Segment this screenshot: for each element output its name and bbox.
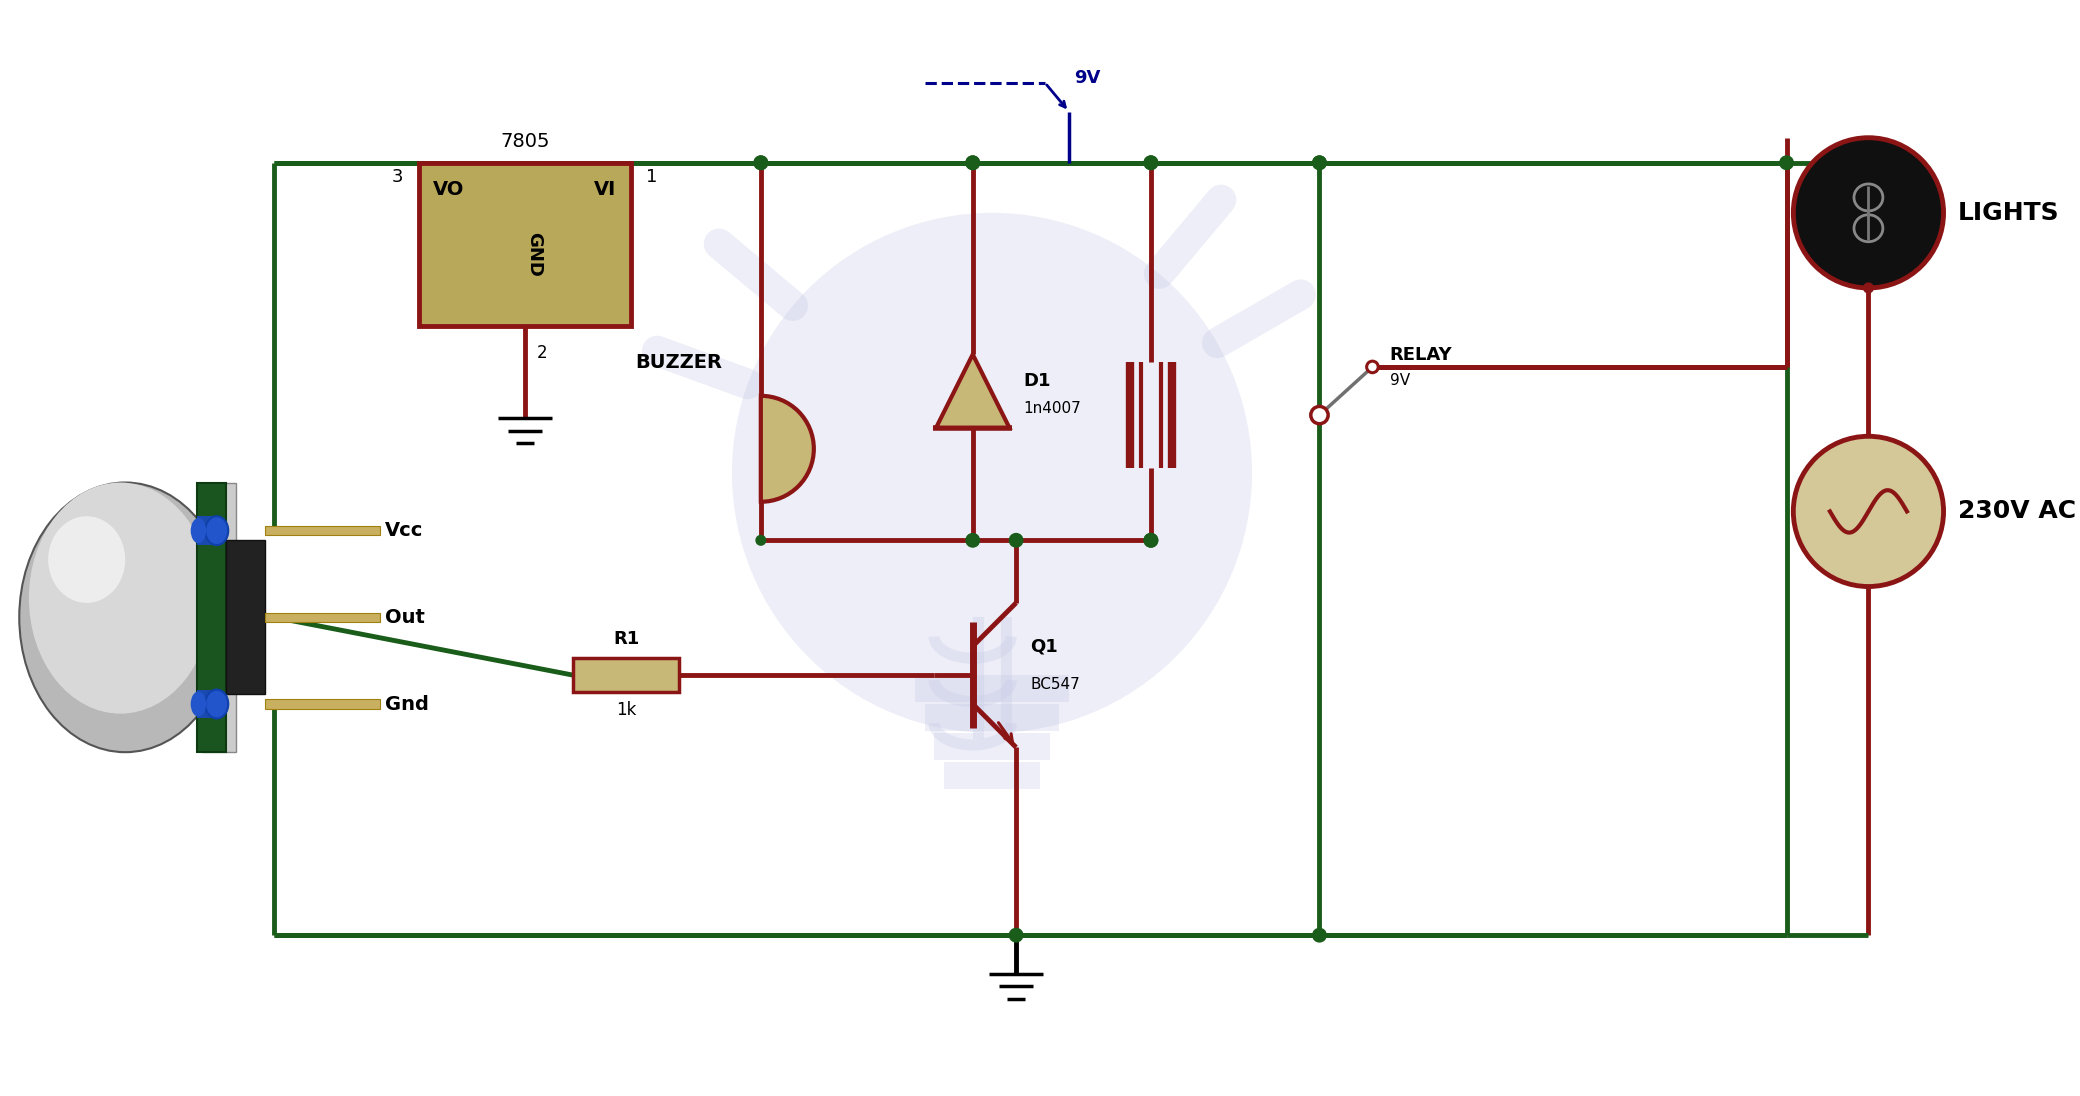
Text: LIGHTS: LIGHTS (1957, 201, 2059, 225)
Text: Gnd: Gnd (385, 695, 428, 713)
Bar (264, 699, 381, 709)
Circle shape (755, 536, 765, 545)
Ellipse shape (206, 689, 229, 719)
Text: 1k: 1k (616, 700, 636, 719)
Text: 1n4007: 1n4007 (1023, 401, 1082, 415)
Text: GND: GND (526, 232, 543, 276)
Text: BC547: BC547 (1030, 677, 1080, 693)
Circle shape (1144, 534, 1159, 547)
Text: Q1: Q1 (1030, 637, 1059, 655)
Text: R1: R1 (614, 629, 639, 648)
Text: Vcc: Vcc (385, 522, 424, 540)
Circle shape (1312, 156, 1327, 170)
Text: D1: D1 (1023, 373, 1050, 390)
Ellipse shape (206, 516, 229, 545)
Ellipse shape (191, 692, 206, 717)
Bar (264, 526, 381, 536)
Bar (926, 704, 1059, 731)
Ellipse shape (48, 516, 125, 603)
Text: 1: 1 (647, 168, 657, 186)
Bar (198, 689, 218, 719)
FancyBboxPatch shape (574, 658, 678, 693)
Text: VI: VI (595, 180, 616, 199)
FancyBboxPatch shape (418, 163, 630, 327)
Bar (264, 613, 381, 623)
Bar (198, 482, 227, 752)
Text: RELAY: RELAY (1389, 346, 1452, 364)
Circle shape (965, 156, 980, 170)
Circle shape (1009, 928, 1023, 941)
Text: VO: VO (433, 180, 464, 199)
Text: 7805: 7805 (499, 133, 549, 151)
Bar (202, 482, 235, 752)
Circle shape (1144, 156, 1159, 170)
Ellipse shape (19, 482, 231, 752)
Wedge shape (761, 396, 813, 502)
Text: 9V: 9V (1389, 373, 1410, 388)
Circle shape (1312, 156, 1327, 170)
Circle shape (1310, 407, 1329, 424)
Bar (227, 540, 264, 695)
Bar (198, 516, 218, 545)
Circle shape (1864, 283, 1874, 293)
Circle shape (1312, 928, 1327, 941)
Text: 9V: 9V (1073, 69, 1100, 87)
Circle shape (1367, 362, 1379, 373)
Circle shape (755, 156, 768, 170)
Bar (944, 762, 1040, 789)
Circle shape (965, 534, 980, 547)
Circle shape (732, 213, 1252, 733)
Circle shape (1144, 156, 1159, 170)
Circle shape (1009, 534, 1023, 547)
Circle shape (1144, 534, 1159, 547)
Bar (915, 675, 1069, 703)
Circle shape (1780, 156, 1793, 170)
Text: BUZZER: BUZZER (636, 353, 722, 372)
Ellipse shape (191, 518, 206, 544)
Circle shape (1793, 138, 1943, 288)
Bar (934, 733, 1050, 760)
Text: 2: 2 (537, 344, 547, 363)
Text: Out: Out (385, 608, 424, 627)
Text: 230V AC: 230V AC (1957, 500, 2076, 524)
Polygon shape (936, 354, 1009, 427)
Ellipse shape (29, 482, 212, 713)
Text: 3: 3 (391, 168, 404, 186)
Circle shape (755, 156, 768, 170)
Circle shape (965, 156, 980, 170)
Circle shape (1793, 436, 1943, 586)
